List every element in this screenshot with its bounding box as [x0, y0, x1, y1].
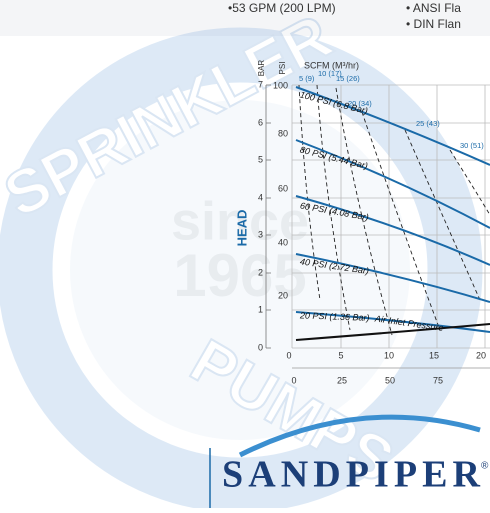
air-label: 5 (9): [299, 74, 315, 83]
tick-label: 4: [258, 192, 263, 202]
tick-label: 40: [278, 237, 288, 247]
tick-label: 100: [273, 80, 288, 90]
tick-label: 1: [258, 304, 263, 314]
watermark-text: 1965: [173, 242, 306, 309]
air-curves: [298, 84, 490, 336]
tick-label: 0: [258, 342, 263, 352]
axis-title: HEAD: [234, 210, 249, 247]
tick-label: 60: [278, 183, 288, 193]
axis-title: PSI: [278, 62, 287, 75]
air-label: 20 (34): [348, 99, 372, 108]
logo-mark: ®: [481, 461, 489, 472]
grid: [291, 84, 490, 349]
tick-label: 0: [286, 350, 291, 360]
tick-label: 3: [258, 229, 263, 239]
tick-label: 5: [338, 350, 343, 360]
tick-label: 80: [278, 128, 288, 138]
tick-label: 0: [291, 375, 296, 385]
tick-label: 20: [476, 350, 486, 360]
tick-marks: [265, 84, 271, 349]
pressure-curve: [295, 139, 490, 229]
bullet: • ANSI Fla: [406, 1, 461, 15]
air-label: 10 (17): [318, 69, 342, 78]
tick-label: 10: [384, 350, 394, 360]
tick-label: 2: [258, 267, 263, 277]
tick-label: 25: [337, 375, 347, 385]
tick-label: 7: [258, 79, 263, 89]
tick-label: 15: [429, 350, 439, 360]
air-curve: [335, 87, 393, 336]
pressure-curve: [295, 195, 490, 266]
logo-text: SANDPIPER: [222, 454, 481, 496]
axis-title: SCFM (M³/hr): [304, 60, 359, 70]
air-label: 30 (51): [460, 141, 484, 150]
air-curve: [449, 149, 490, 216]
air-curve: [298, 84, 321, 301]
bullet: • DIN Flan: [406, 17, 461, 31]
logo-swoosh: [238, 414, 481, 458]
bar-ticks: 0 1 2 3 4 5 6 7: [258, 79, 263, 352]
tick-label: 50: [385, 375, 395, 385]
pressure-label: 20 PSI (1.36 Bar): [299, 310, 370, 322]
pressure-curves: [295, 86, 490, 333]
bullet: •53 GPM (200 LPM): [228, 1, 336, 15]
pressure-curve: [295, 253, 490, 303]
tick-label: 6: [258, 117, 263, 127]
pressure-curve: [295, 86, 490, 166]
air-label: 25 (43): [416, 119, 440, 128]
air-label: 15 (26): [336, 74, 360, 83]
tick-label: 75: [433, 375, 443, 385]
watermark-disc: [70, 100, 410, 440]
axis-title: BAR: [257, 60, 266, 77]
inlet-curve: [295, 323, 490, 341]
watermark-ring: [0, 27, 483, 513]
pressure-curve: [295, 311, 490, 333]
tick-label: 20: [278, 290, 288, 300]
top-band: [0, 0, 490, 36]
watermark-text: since: [171, 191, 309, 251]
air-curve: [404, 129, 481, 301]
tick-label: 5: [258, 154, 263, 164]
air-curve: [316, 84, 351, 331]
